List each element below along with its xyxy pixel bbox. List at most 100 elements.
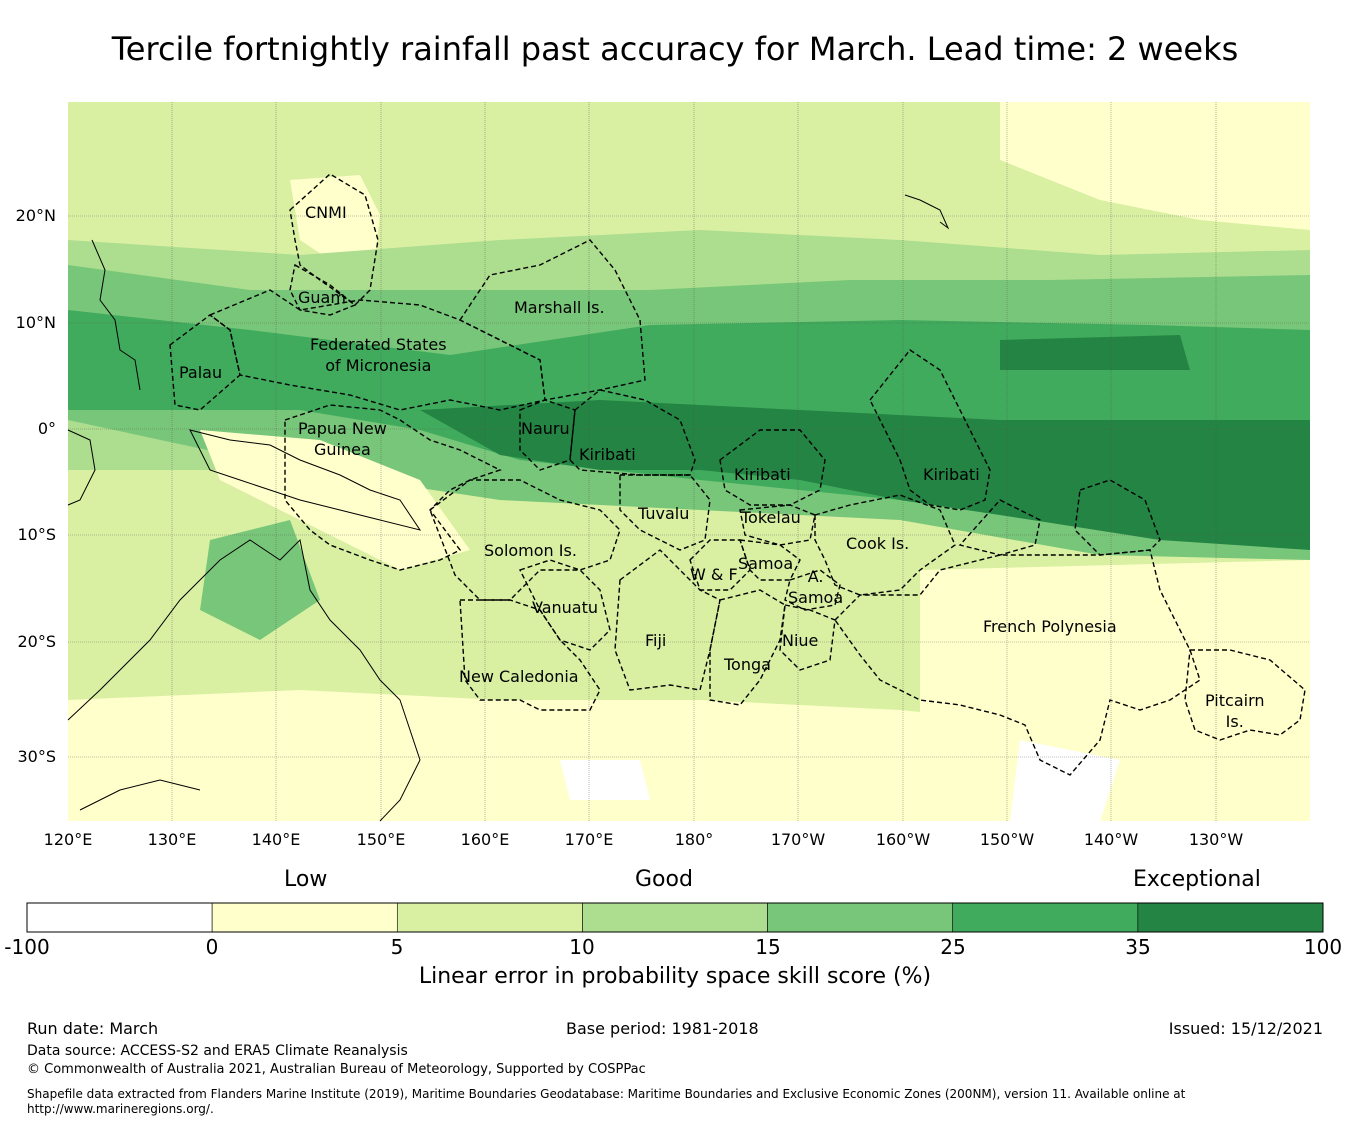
region-label-marshall: Marshall Is. bbox=[514, 298, 605, 317]
lat-tick-0: 0° bbox=[37, 419, 56, 438]
coast-philippines bbox=[91, 239, 141, 391]
region-label-kiribati-e: Kiribati bbox=[923, 465, 980, 484]
colorbar-category-good: Good bbox=[635, 867, 693, 892]
region-label-samoa: Samoa bbox=[738, 554, 794, 573]
eez-pitcairn bbox=[1184, 649, 1306, 741]
region-label-tuvalu: Tuvalu bbox=[638, 504, 690, 523]
colorbar-label: Linear error in probability space skill … bbox=[418, 964, 932, 989]
coastlines bbox=[67, 194, 950, 822]
colorbar-category-exceptional: Exceptional bbox=[1133, 867, 1261, 892]
lon-tick-160e: 160°E bbox=[460, 830, 510, 849]
colorbar-segment bbox=[211, 902, 398, 933]
region-label-french-polynesia: French Polynesia bbox=[983, 617, 1117, 636]
lat-tick-10s: 10°S bbox=[17, 525, 56, 544]
eez-guam bbox=[289, 263, 357, 316]
eez-tuvalu bbox=[619, 474, 711, 551]
eez-newcal bbox=[459, 599, 601, 711]
base-period: Base period: 1981-2018 bbox=[566, 1019, 759, 1038]
region-label-cnmi: CNMI bbox=[305, 203, 347, 222]
lon-tick-170e: 170°E bbox=[564, 830, 614, 849]
field-band-top bbox=[420, 400, 1310, 550]
lon-tick-150w: 150°W bbox=[979, 830, 1035, 849]
region-label-kiribati-w: Kiribati bbox=[579, 445, 636, 464]
region-label-new-caledonia: New Caledonia bbox=[459, 667, 579, 686]
eez-french-polynesia bbox=[834, 549, 1201, 776]
colorbar-segment bbox=[952, 902, 1139, 933]
region-label-pitcairn: Pitcairn Is. bbox=[1205, 691, 1265, 731]
region-label-guam: Guam bbox=[298, 288, 346, 307]
eez-boundaries bbox=[169, 173, 1306, 776]
colorbar-tick-4: 15 bbox=[755, 935, 781, 959]
colorbar-tick-7: 100 bbox=[1303, 935, 1343, 959]
eez-kiribati-w bbox=[569, 389, 696, 476]
eez-cook bbox=[814, 494, 956, 596]
region-label-vanuatu: Vanuatu bbox=[532, 598, 599, 617]
data-source: Data source: ACCESS-S2 and ERA5 Climate … bbox=[27, 1043, 408, 1059]
lat-tick-30s: 30°S bbox=[17, 747, 56, 766]
lon-tick-150e: 150°E bbox=[356, 830, 406, 849]
colorbar-frame bbox=[26, 902, 1324, 933]
eez-kiribati-far-e bbox=[958, 499, 1041, 556]
field-south-white-1 bbox=[1010, 740, 1120, 821]
field-south-yellow-2 bbox=[920, 560, 1310, 821]
region-label-tokelau: Tokelau bbox=[741, 508, 801, 527]
field-south-white-2 bbox=[560, 760, 650, 800]
eez-tokelau bbox=[739, 504, 816, 546]
coast-new-zealand bbox=[79, 779, 201, 811]
colorbar-segment bbox=[26, 902, 213, 933]
colorbar-tick-6: 35 bbox=[1125, 935, 1151, 959]
lon-tick-160w: 160°W bbox=[875, 830, 931, 849]
colorbar-tick-1: 0 bbox=[205, 935, 219, 959]
copyright-notice: © Commonwealth of Australia 2021, Austra… bbox=[27, 1062, 646, 1077]
coast-hawaii bbox=[904, 194, 950, 230]
region-label-png: Papua New Guinea bbox=[298, 419, 387, 459]
lon-tick-170w: 170°W bbox=[770, 830, 826, 849]
eez-kiribati-c bbox=[719, 429, 826, 506]
region-label-asamoa: A. Samoa bbox=[788, 567, 844, 607]
region-label-palau: Palau bbox=[179, 363, 223, 382]
lon-tick-140e: 140°E bbox=[251, 830, 301, 849]
lon-tick-130w: 130°W bbox=[1188, 830, 1244, 849]
colorbar-tick-5: 25 bbox=[940, 935, 966, 959]
lon-tick-130e: 130°E bbox=[147, 830, 197, 849]
region-label-nauru: Nauru bbox=[521, 419, 570, 438]
eez-fiji bbox=[614, 549, 721, 691]
coast-new-guinea bbox=[189, 429, 422, 531]
coast-borneo bbox=[67, 429, 96, 506]
eez-kiribati-e bbox=[869, 349, 991, 511]
map-title: Tercile fortnightly rainfall past accura… bbox=[111, 30, 1239, 68]
field-north-light-2 bbox=[290, 175, 380, 260]
marineregions-link[interactable]: http://www.marineregions.org/. bbox=[27, 1102, 214, 1116]
region-label-fsm: Federated States of Micronesia bbox=[310, 335, 447, 375]
eez-line-islands bbox=[1074, 479, 1161, 556]
eez-niue bbox=[779, 604, 836, 671]
eez-nauru bbox=[519, 399, 576, 471]
region-label-niue: Niue bbox=[782, 631, 819, 650]
eez-marshall bbox=[458, 239, 646, 401]
eez-samoa bbox=[738, 539, 801, 581]
lat-tick-10n: 10°N bbox=[15, 313, 56, 332]
eez-tonga bbox=[709, 589, 786, 706]
colorbar-segment bbox=[767, 902, 954, 933]
run-date: Run date: March bbox=[27, 1019, 159, 1038]
field-band-top-2 bbox=[1000, 335, 1190, 370]
region-label-solomon: Solomon Is. bbox=[484, 541, 577, 560]
eez-solomon bbox=[429, 479, 621, 601]
eez-asamoa bbox=[784, 569, 841, 611]
colorbar-segment bbox=[396, 902, 583, 933]
eez-palau bbox=[169, 314, 241, 411]
colorbar-tick-2: 5 bbox=[390, 935, 404, 959]
eez-png bbox=[284, 404, 502, 571]
region-label-tonga: Tonga bbox=[724, 655, 771, 674]
lat-tick-20s: 20°S bbox=[17, 632, 56, 651]
eez-cnmi bbox=[289, 173, 379, 306]
region-label-kiribati-c: Kiribati bbox=[734, 465, 791, 484]
colorbar-segment bbox=[1137, 902, 1324, 933]
lon-tick-120e: 120°E bbox=[43, 830, 93, 849]
colorbar-tick-0: -100 bbox=[4, 935, 50, 959]
region-label-cook: Cook Is. bbox=[846, 534, 910, 553]
issued-date: Issued: 15/12/2021 bbox=[1168, 1019, 1323, 1038]
region-label-fiji: Fiji bbox=[645, 631, 667, 650]
